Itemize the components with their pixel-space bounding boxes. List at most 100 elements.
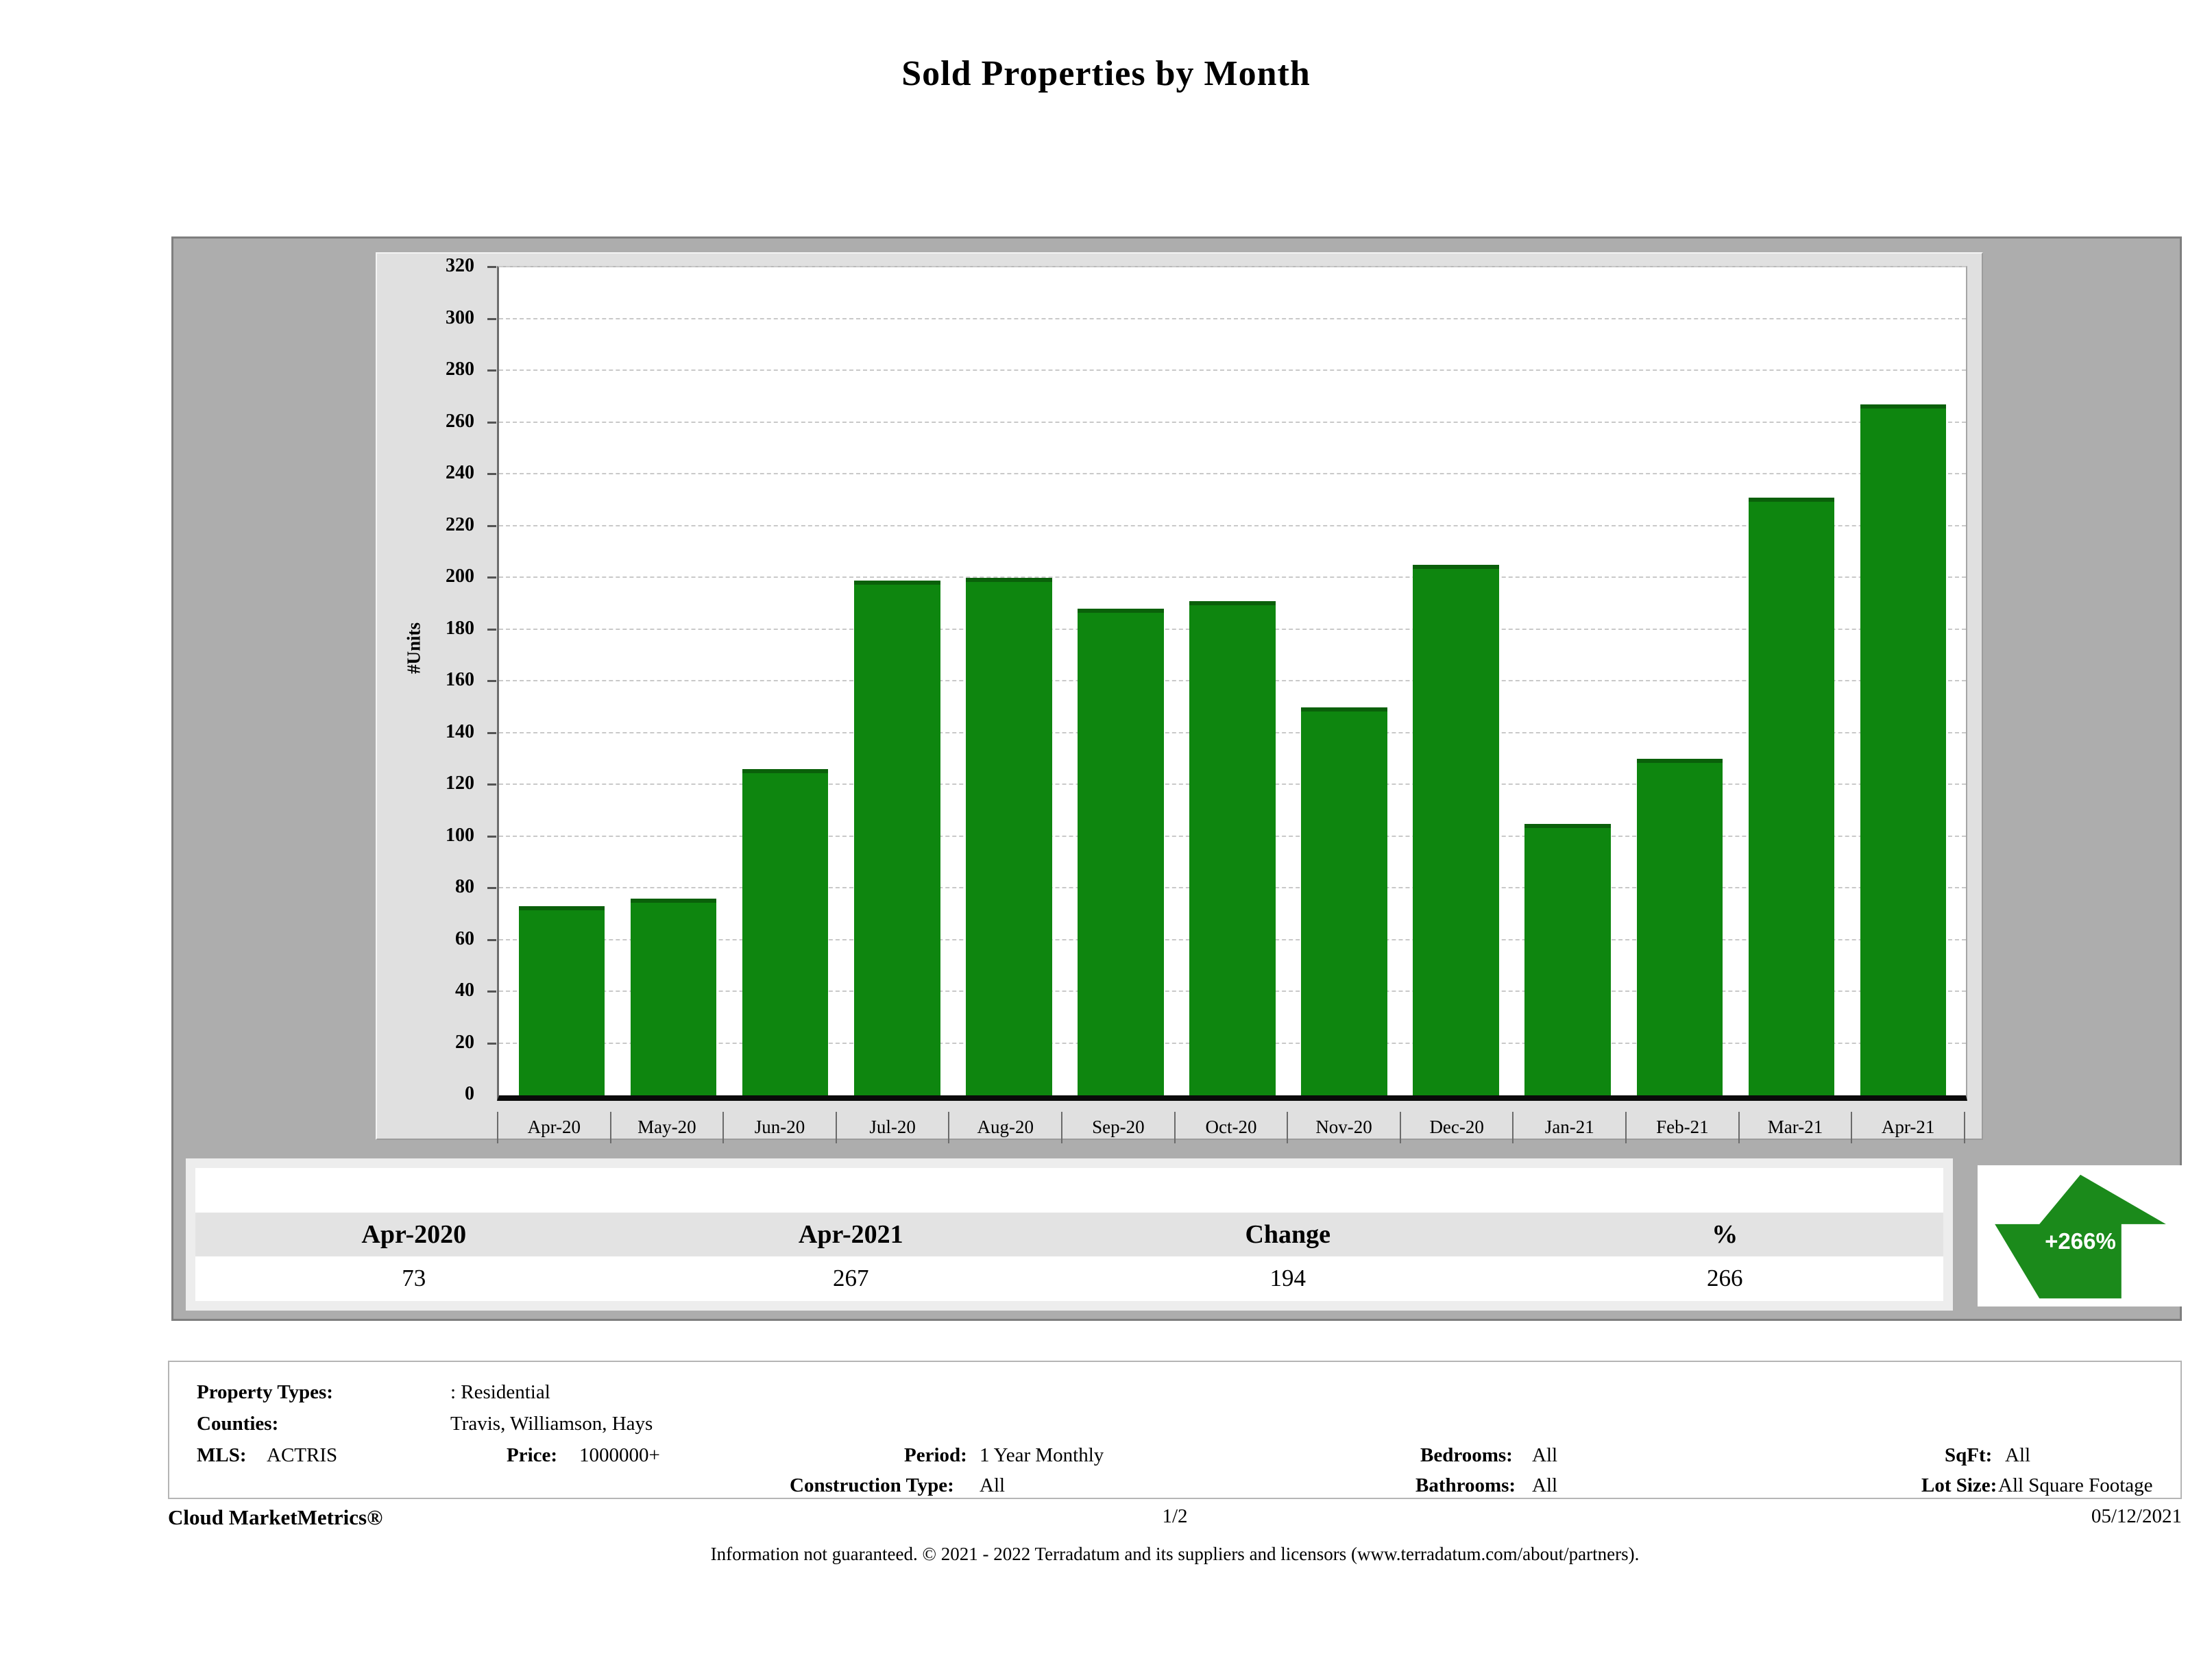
- y-tick-label: 220: [446, 513, 474, 535]
- summary-value-row: 73 267 194 266: [195, 1256, 1943, 1301]
- bar-slot-Apr-21: [1847, 267, 1959, 1095]
- summary-header-cell: Apr-2021: [798, 1219, 903, 1249]
- x-tick-label: Feb-21: [1625, 1112, 1738, 1143]
- x-tick-label: Oct-20: [1174, 1112, 1287, 1143]
- bar-slot-Jan-21: [1512, 267, 1624, 1095]
- price-label: Price:: [507, 1444, 558, 1466]
- property-types-label: Property Types:: [197, 1381, 333, 1403]
- x-tick-label: Nov-20: [1287, 1112, 1400, 1143]
- mls-value: ACTRIS: [267, 1444, 338, 1466]
- summary-value-cell: 73: [402, 1265, 426, 1292]
- construction-type-label: Construction Type:: [790, 1474, 954, 1496]
- up-arrow-icon: +266%: [1995, 1174, 2166, 1299]
- bar-slot-Nov-20: [1289, 267, 1400, 1095]
- bathrooms-value: All: [1532, 1474, 1558, 1496]
- y-tick-label: 140: [446, 720, 474, 742]
- chart-container: #Units 0 20 40 60 80 100 120 140 160 180 200 220 240…: [171, 236, 2183, 1321]
- bar-Feb-21: [1636, 759, 1723, 1095]
- period-value: 1 Year Monthly: [980, 1444, 1104, 1466]
- gridline: [487, 576, 1966, 579]
- page-title: Sold Properties by Month: [901, 54, 1311, 93]
- bedrooms-label: Bedrooms:: [1420, 1444, 1513, 1466]
- summary-table: Apr-2020 Apr-2021 Change% 73 267 194 266: [186, 1158, 1953, 1311]
- bar-Jul-20: [853, 580, 940, 1095]
- x-tick-label: Aug-20: [948, 1112, 1061, 1143]
- period-label: Period:: [904, 1444, 967, 1466]
- x-tick-label: May-20: [609, 1112, 723, 1143]
- y-axis-ticks: 0 20 40 60 80 100 120 140 160 180 200 220 240 260 280 3…: [377, 255, 485, 1104]
- summary-header-cell: Apr-2020: [361, 1219, 467, 1249]
- bar-slot-May-20: [618, 267, 729, 1095]
- bar-slot-Oct-20: [1176, 267, 1288, 1095]
- summary-value-cell: 267: [833, 1265, 869, 1292]
- y-tick-label: 260: [446, 410, 474, 432]
- footer-brand: Cloud MarketMetrics®: [168, 1505, 383, 1529]
- bar-Dec-20: [1413, 565, 1499, 1095]
- bar-Jan-21: [1524, 823, 1612, 1095]
- bar-Sep-20: [1078, 609, 1164, 1095]
- y-tick-label: 160: [446, 669, 474, 690]
- x-tick-label: Sep-20: [1061, 1112, 1174, 1143]
- x-tick-label: Apr-20: [497, 1112, 610, 1143]
- filters-box: Property Types: : Residential Counties: …: [168, 1361, 2182, 1499]
- gridline: [487, 524, 1966, 527]
- summary-header-cell: %: [1712, 1219, 1738, 1249]
- y-tick-label: 200: [446, 566, 474, 587]
- change-percent-label: +266%: [2045, 1228, 2116, 1254]
- bar-slot-Jul-20: [841, 267, 953, 1095]
- bar-Nov-20: [1301, 707, 1387, 1095]
- property-types-value: : Residential: [450, 1381, 550, 1403]
- sqft-label: SqFt:: [1945, 1444, 1993, 1466]
- bar-slot-Feb-21: [1624, 267, 1736, 1095]
- y-tick-label: 80: [455, 876, 474, 897]
- change-indicator: +266%: [1978, 1165, 2183, 1306]
- y-tick-label: 180: [446, 617, 474, 639]
- x-tick-label: Apr-21: [1851, 1112, 1965, 1143]
- y-tick-label: 20: [455, 1031, 474, 1053]
- bar-May-20: [630, 899, 717, 1095]
- bar-Apr-20: [518, 906, 605, 1095]
- plot-area: [487, 266, 1967, 1101]
- summary-header-row: Apr-2020 Apr-2021 Change%: [195, 1212, 1943, 1257]
- x-tick-label: Dec-20: [1399, 1112, 1513, 1143]
- bar-Aug-20: [966, 578, 1052, 1095]
- report-date: 05/12/2021: [2091, 1505, 2182, 1527]
- x-tick-label: Mar-21: [1738, 1112, 1851, 1143]
- counties-value: Travis, Williamson, Hays: [450, 1413, 653, 1435]
- counties-label: Counties:: [197, 1413, 279, 1435]
- y-tick-label: 320: [446, 255, 474, 276]
- bar-slot-Jun-20: [729, 267, 841, 1095]
- bar-slot-Aug-20: [953, 267, 1065, 1095]
- bathrooms-label: Bathrooms:: [1415, 1474, 1516, 1496]
- x-tick-label: Jun-20: [722, 1112, 836, 1143]
- gridline: [487, 473, 1966, 475]
- footer: Cloud MarketMetrics® 1/2 05/12/2021: [168, 1505, 2182, 1535]
- bar-slot-Mar-21: [1736, 267, 1847, 1095]
- x-axis-labels: Apr-20 May-20 Jun-20 Jul-20 Aug-20 Sep-20 Oct-…: [497, 1112, 1965, 1143]
- y-tick-label: 40: [455, 980, 474, 1001]
- bar-Mar-21: [1748, 497, 1835, 1095]
- x-tick-label: Jan-21: [1512, 1112, 1625, 1143]
- lot-size-value: All Square Footage: [1998, 1474, 2153, 1496]
- y-tick-label: 0: [465, 1083, 474, 1104]
- y-tick-label: 100: [446, 824, 474, 846]
- y-tick-label: 120: [446, 773, 474, 794]
- gridline: [487, 421, 1966, 424]
- summary-value-cell: 194: [1269, 1265, 1306, 1292]
- bar-slot-Apr-20: [506, 267, 618, 1095]
- gridline: [487, 369, 1966, 372]
- lot-size-label: Lot Size:: [1921, 1474, 1997, 1496]
- summary-empty-row: [195, 1168, 1943, 1213]
- y-tick-label: 60: [455, 927, 474, 949]
- sqft-value: All: [2005, 1444, 2031, 1466]
- bar-slot-Sep-20: [1065, 267, 1176, 1095]
- chart-panel: #Units 0 20 40 60 80 100 120 140 160 180 200 220 240…: [376, 252, 1983, 1143]
- bar-slot-Dec-20: [1400, 267, 1512, 1095]
- bar-Jun-20: [742, 769, 829, 1095]
- summary-header-cell: Change: [1245, 1219, 1331, 1249]
- bar-Apr-21: [1860, 404, 1947, 1095]
- bar-Oct-20: [1189, 600, 1276, 1095]
- y-tick-label: 300: [446, 306, 474, 328]
- price-value: 1000000+: [579, 1444, 660, 1466]
- x-tick-label: Jul-20: [835, 1112, 949, 1143]
